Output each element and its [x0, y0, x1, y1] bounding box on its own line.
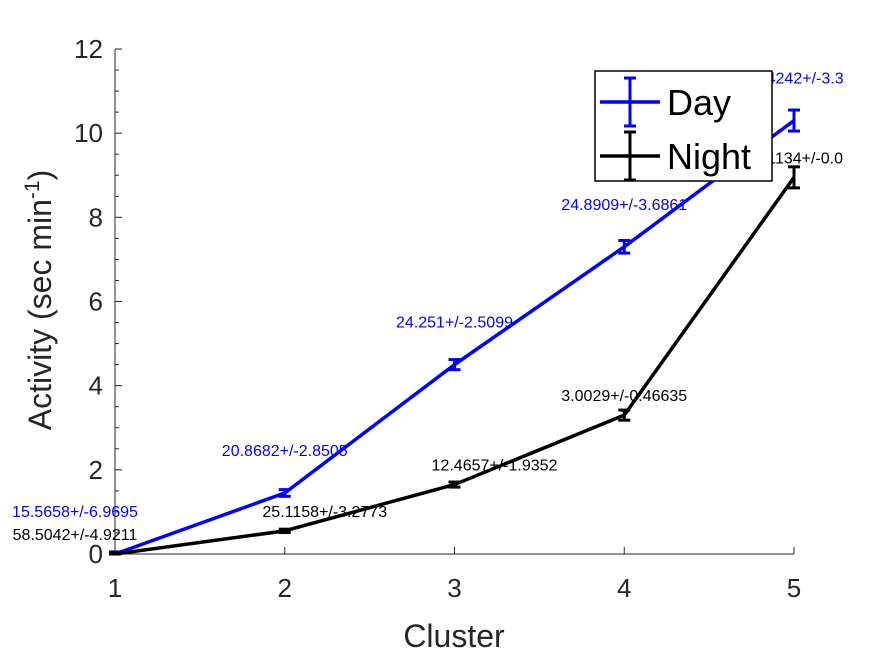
errorbar-day-3 — [448, 358, 461, 372]
data-label-day-2: 20.8682+/-2.8505 — [222, 443, 348, 460]
x-axis-title: Cluster — [403, 618, 505, 654]
legend-entry-night: Night — [600, 130, 751, 182]
legend: Day Night — [594, 70, 773, 182]
legend-label-night: Night — [667, 136, 751, 177]
errorbar-night-4 — [618, 408, 631, 422]
y-tick-label-6: 6 — [89, 287, 103, 317]
errorbar-night-1 — [109, 551, 121, 556]
errorbar-day-4 — [618, 238, 631, 255]
data-label-day-1: 15.5658+/-6.9695 — [12, 504, 138, 521]
y-tick-label-12: 12 — [74, 34, 103, 64]
series-layer — [109, 108, 800, 556]
series-line-day — [114, 119, 796, 556]
x-tick-label-2: 2 — [278, 573, 292, 603]
errorbar-day-2 — [278, 488, 291, 498]
y-axis-title-close: ) — [22, 170, 58, 181]
data-label-day-3: 24.251+/-2.5099 — [396, 315, 513, 332]
errorbar-night-2 — [278, 527, 291, 535]
x-tick-label-1: 1 — [108, 573, 122, 603]
errorbar-night-3 — [448, 480, 461, 489]
legend-label-day: Day — [667, 82, 731, 123]
x-tick-label-4: 4 — [617, 573, 631, 603]
y-tick-label-4: 4 — [89, 371, 103, 401]
data-label-night-2: 25.1158+/-3.2773 — [262, 504, 387, 521]
x-tick-label-5: 5 — [787, 573, 801, 603]
y-tick-label-0: 0 — [89, 539, 103, 569]
errorbar-night-5 — [788, 165, 800, 190]
legend-entry-day: Day — [600, 76, 731, 128]
y-tick-label-8: 8 — [89, 202, 103, 232]
data-label-night-3: 12.4657+/-1.9352 — [432, 458, 558, 475]
y-tick-label-2: 2 — [89, 455, 103, 485]
data-label-day-4: 24.8909+/-3.6861 — [561, 197, 687, 214]
y-axis-title-main: Activity (sec min — [22, 199, 58, 430]
data-label-night-1: 58.5042+/-4.9211 — [13, 527, 138, 544]
y-axis-title: Activity (sec min-1) — [21, 170, 58, 430]
y-tick-label-10: 10 — [74, 118, 103, 148]
x-tick-label-3: 3 — [447, 573, 461, 603]
data-label-night-4: 3.0029+/-0.46635 — [561, 388, 687, 405]
y-axis-title-exponent: -1 — [21, 180, 44, 199]
errorbar-day-5 — [788, 108, 800, 133]
